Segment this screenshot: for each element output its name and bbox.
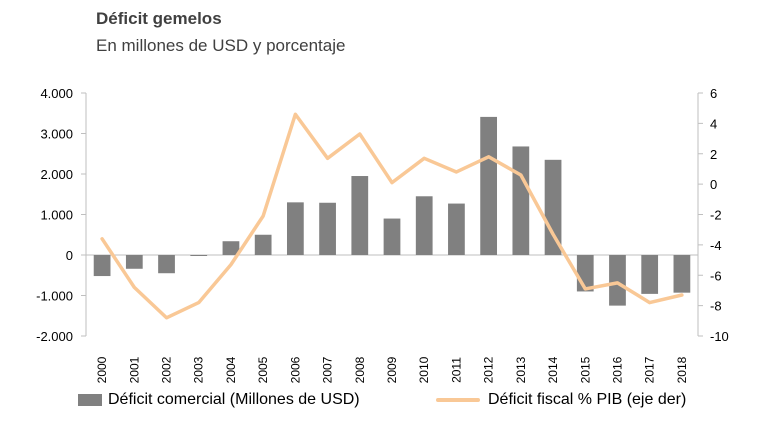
y-tick-left-label: 4.000 (40, 86, 73, 101)
x-tick-label-2001: 2001 (127, 356, 141, 383)
x-tick-label-2017: 2017 (643, 356, 657, 383)
y-tick-right-label: -2 (710, 208, 722, 223)
y-tick-right-label: -4 (710, 238, 722, 253)
x-tick-label-2015: 2015 (578, 356, 592, 383)
bar-2005 (254, 234, 272, 255)
y-tick-left-label: 1.000 (40, 208, 73, 223)
bar-2008 (351, 176, 369, 255)
bar-2004 (222, 241, 240, 255)
y-tick-left-label: 0 (66, 248, 73, 263)
legend-item-bar: Déficit comercial (Millones de USD) (78, 391, 360, 409)
x-tick-label-2010: 2010 (417, 356, 431, 383)
bar-2016 (609, 255, 626, 306)
chart-subtitle: En millones de USD y porcentaje (96, 36, 346, 55)
bar-2010 (415, 196, 433, 255)
x-tick-label-2003: 2003 (192, 356, 206, 383)
x-tick-label-2000: 2000 (95, 356, 109, 383)
y-tick-right-label: 4 (710, 116, 717, 131)
x-tick-label-2016: 2016 (610, 356, 624, 383)
y-tick-right-label: -6 (710, 268, 722, 283)
x-tick-label-2012: 2012 (482, 356, 496, 383)
bar-2009 (383, 218, 401, 255)
y-tick-right-label: 6 (710, 86, 717, 101)
bar-2013 (512, 146, 530, 255)
y-tick-right-label: 2 (710, 147, 717, 162)
chart-title: Déficit gemelos (96, 9, 222, 28)
y-tick-left-label: -2.000 (36, 329, 73, 344)
x-tick-label-2009: 2009 (385, 356, 399, 383)
bar-2007 (319, 202, 336, 255)
legend-swatch-line (436, 398, 480, 402)
bar-2006 (286, 202, 304, 255)
y-tick-right-label: -10 (710, 329, 729, 344)
bar-2000 (93, 255, 111, 277)
x-tick-label-2008: 2008 (353, 356, 367, 383)
y-tick-left-label: -1.000 (36, 289, 73, 304)
x-tick-label-2014: 2014 (546, 356, 560, 383)
bar-2018 (673, 255, 691, 293)
legend-label-bar: Déficit comercial (Millones de USD) (108, 391, 360, 408)
x-tick-label-2006: 2006 (288, 356, 302, 383)
legend-label-line: Déficit fiscal % PIB (eje der) (488, 391, 687, 408)
legend-swatch-bar (78, 394, 102, 406)
y-tick-right-label: 0 (710, 177, 717, 192)
bar-2012 (480, 116, 498, 256)
bar-2014 (544, 159, 562, 255)
y-tick-left-label: 3.000 (40, 127, 73, 142)
line-series-fiscal (100, 112, 684, 320)
x-tick-label-2004: 2004 (224, 356, 238, 383)
y-tick-left-label: 2.000 (40, 167, 73, 182)
bar-2002 (158, 255, 175, 274)
bar-2011 (448, 203, 465, 255)
bar-2001 (125, 255, 143, 269)
x-tick-label-2005: 2005 (256, 356, 270, 383)
bar-2003 (190, 255, 208, 256)
x-tick-label-2011: 2011 (449, 357, 463, 383)
x-tick-label-2013: 2013 (514, 356, 528, 383)
legend-item-line: Déficit fiscal % PIB (eje der) (436, 391, 686, 409)
bar-2017 (641, 255, 659, 294)
x-tick-label-2018: 2018 (675, 356, 689, 383)
y-tick-right-label: -8 (710, 299, 722, 314)
x-tick-label-2002: 2002 (160, 356, 174, 383)
x-tick-label-2007: 2007 (321, 356, 335, 383)
